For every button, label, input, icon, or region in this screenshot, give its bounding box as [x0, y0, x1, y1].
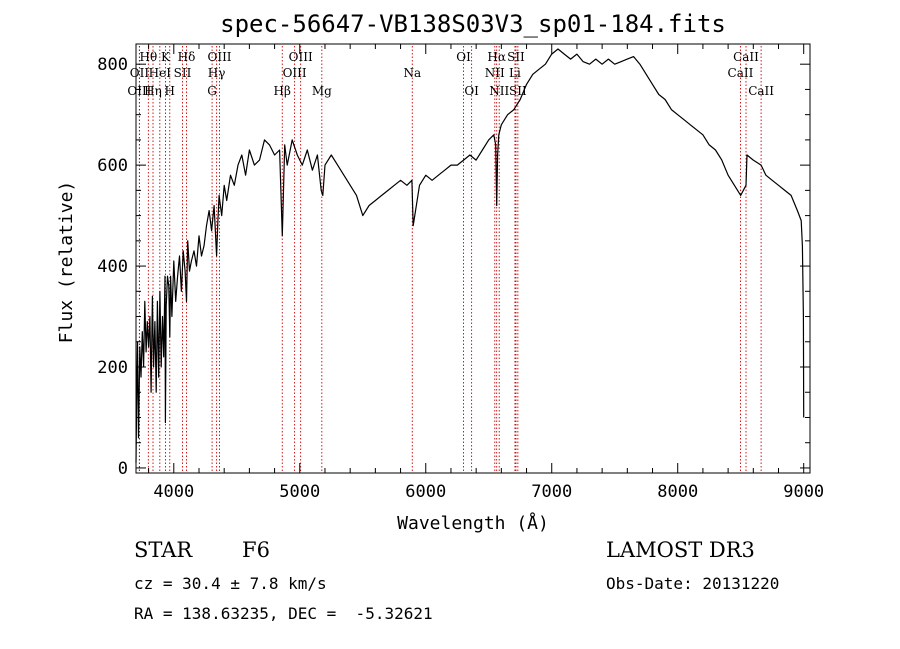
object-subclass: F6	[242, 538, 270, 562]
observation-date: Obs-Date: 20131220	[606, 574, 780, 593]
line-label: CaII	[733, 50, 759, 64]
line-label: G	[207, 84, 217, 98]
chart-title: spec-56647-VB138S03V3_sp01-184.fits	[220, 10, 726, 38]
x-tick-label: 9000	[783, 482, 824, 502]
line-label: OIII	[207, 50, 231, 64]
object-class: STAR	[134, 538, 193, 562]
line-label: NII	[485, 66, 505, 80]
line-label: Hθ	[139, 50, 157, 64]
line-label: SII	[507, 50, 525, 64]
line-label: Li	[509, 66, 521, 80]
y-axis: 0 200 400 600 800	[97, 55, 810, 479]
emission-line-markers	[138, 46, 762, 473]
line-label: K	[161, 50, 171, 64]
x-tick-label: 8000	[657, 482, 698, 502]
line-label: Mg	[312, 84, 332, 98]
line-label: OIII	[289, 50, 313, 64]
line-label: Hβ	[274, 84, 291, 98]
line-label: Hγ	[208, 66, 226, 80]
line-label: H	[165, 84, 175, 98]
x-tick-label: 6000	[405, 482, 446, 502]
y-axis-label: Flux (relative)	[56, 181, 77, 344]
x-axis: 4000 5000 6000 7000 8000 9000	[148, 44, 824, 502]
line-label: OIII	[127, 84, 151, 98]
line-label: HeI	[149, 66, 172, 80]
spectrum-series-line	[135, 48, 805, 463]
y-tick-label: 800	[97, 55, 128, 75]
x-tick-label: 5000	[279, 482, 320, 502]
survey-name: LAMOST DR3	[606, 538, 755, 562]
x-tick-label: 4000	[153, 482, 194, 502]
line-label: CaII	[728, 66, 754, 80]
line-label: OI	[464, 84, 479, 98]
redshift-cz: cz = 30.4 ± 7.8 km/s	[134, 574, 327, 593]
line-label: Hδ	[178, 50, 196, 64]
y-tick-label: 400	[97, 257, 128, 277]
plot-frame	[135, 43, 811, 474]
line-label: OIII	[283, 66, 307, 80]
line-label: Na	[403, 66, 421, 80]
x-tick-label: 7000	[531, 482, 572, 502]
coordinates: RA = 138.63235, DEC = -5.32621	[134, 604, 433, 623]
line-label: OI	[456, 50, 471, 64]
y-tick-label: 0	[118, 459, 128, 479]
x-axis-label: Wavelength (Å)	[397, 512, 549, 534]
line-label: Hα	[487, 50, 506, 64]
y-tick-label: 600	[97, 156, 128, 176]
line-label: NII	[489, 84, 509, 98]
line-label: SII	[174, 66, 192, 80]
line-label: OII	[130, 66, 150, 80]
line-label: CaII	[748, 84, 774, 98]
y-tick-label: 200	[97, 358, 128, 378]
line-label: Hη	[144, 84, 162, 98]
